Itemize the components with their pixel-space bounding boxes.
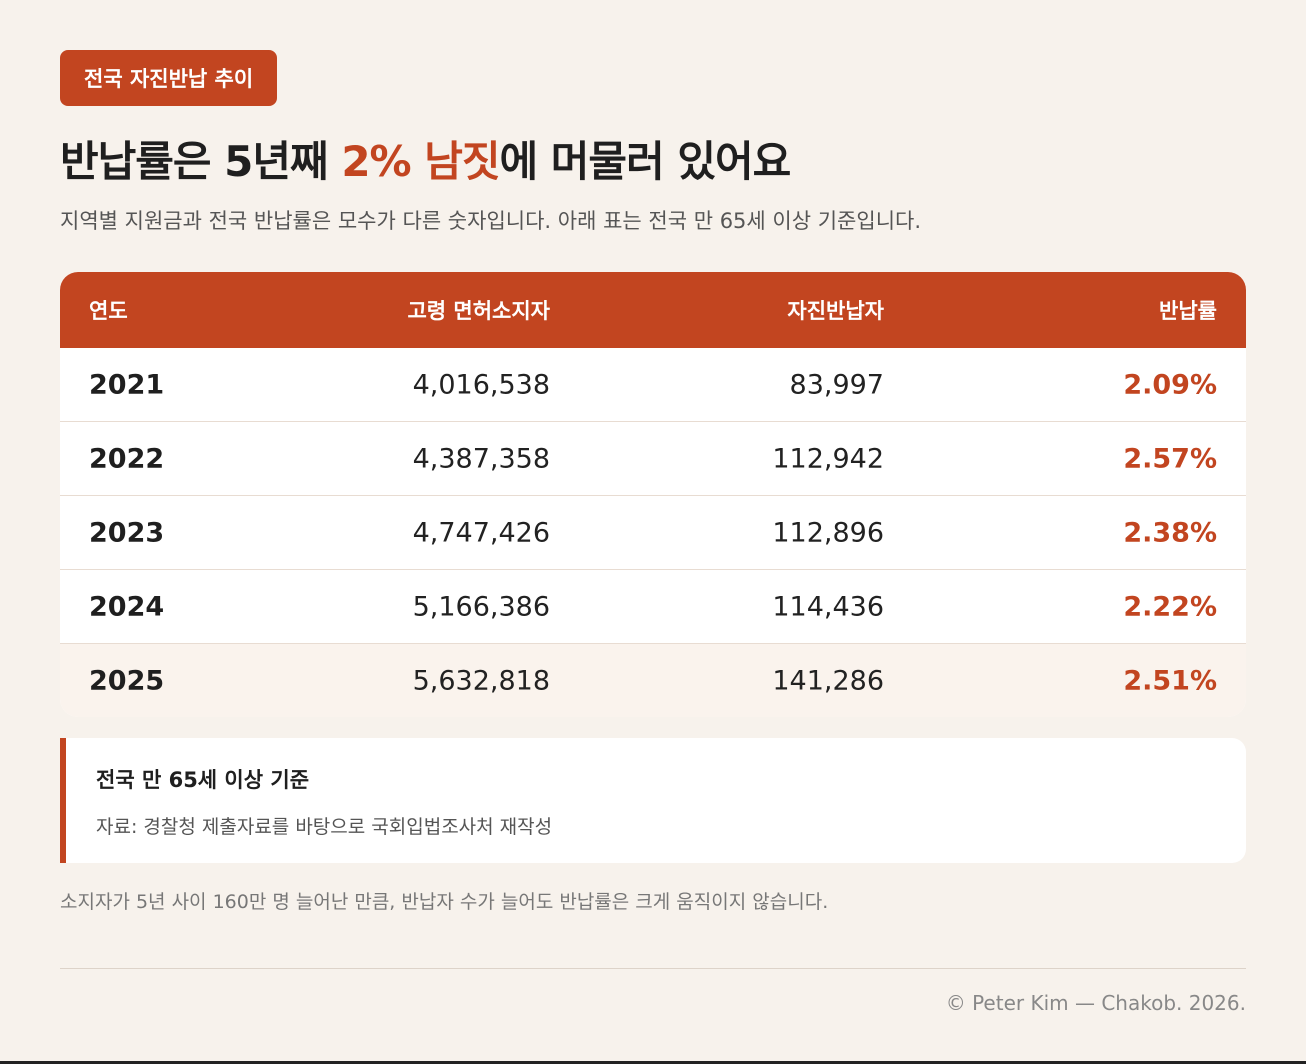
table-row: 2023 4,747,426 112,896 2.38%	[60, 495, 1246, 569]
cell-returners: 83,997	[789, 369, 884, 400]
cell-year: 2023	[89, 517, 165, 548]
divider	[60, 968, 1246, 969]
title-prefix: 반납률은 5년째	[60, 137, 342, 186]
cell-returners: 141,286	[772, 665, 884, 696]
cell-license-holders: 4,016,538	[412, 369, 550, 400]
footnote: 소지자가 5년 사이 160만 명 늘어난 만큼, 반납자 수가 늘어도 반납률…	[60, 891, 829, 913]
cell-returners: 112,896	[772, 517, 884, 548]
cell-year: 2022	[89, 443, 165, 474]
header-returners: 자진반납자	[787, 299, 884, 323]
source-note: 전국 만 65세 이상 기준 자료: 경찰청 제출자료를 바탕으로 국회입법조사…	[60, 738, 1246, 863]
header-license-holders: 고령 면허소지자	[407, 299, 550, 323]
category-badge: 전국 자진반납 추이	[60, 50, 278, 106]
cell-return-rate: 2.09%	[1123, 369, 1217, 400]
table-header: 연도 고령 면허소지자 자진반납자 반납률	[60, 272, 1246, 348]
cell-returners: 114,436	[772, 591, 884, 622]
cell-return-rate: 2.22%	[1123, 591, 1217, 622]
cell-year: 2025	[89, 665, 165, 696]
title-suffix: 에 머물러 있어요	[499, 137, 792, 186]
cell-year: 2024	[89, 591, 165, 622]
note-source: 자료: 경찰청 제출자료를 바탕으로 국회입법조사처 재작성	[96, 816, 553, 838]
cell-return-rate: 2.38%	[1123, 517, 1217, 548]
data-table: 연도 고령 면허소지자 자진반납자 반납률 2021 4,016,538 83,…	[60, 272, 1246, 717]
table-row: 2022 4,387,358 112,942 2.57%	[60, 421, 1246, 495]
title-highlight: 2% 남짓	[341, 137, 500, 186]
cell-year: 2021	[89, 369, 165, 400]
cell-returners: 112,942	[772, 443, 884, 474]
table-row: 2021 4,016,538 83,997 2.09%	[60, 348, 1246, 421]
cell-return-rate: 2.51%	[1123, 665, 1217, 696]
cell-license-holders: 5,632,818	[412, 665, 550, 696]
header-return-rate: 반납률	[1159, 299, 1217, 323]
table-row: 2025 5,632,818 141,286 2.51%	[60, 643, 1246, 717]
cell-return-rate: 2.57%	[1123, 443, 1217, 474]
cell-license-holders: 4,747,426	[412, 517, 550, 548]
page-subtitle: 지역별 지원금과 전국 반납률은 모수가 다른 숫자입니다. 아래 표는 전국 …	[60, 209, 922, 233]
cell-license-holders: 4,387,358	[412, 443, 550, 474]
header-year: 연도	[89, 299, 128, 323]
note-title: 전국 만 65세 이상 기준	[96, 768, 310, 792]
bottom-border	[0, 1061, 1306, 1064]
page-title: 반납률은 5년째 2% 남짓에 머물러 있어요	[60, 128, 792, 189]
cell-license-holders: 5,166,386	[412, 591, 550, 622]
table-row: 2024 5,166,386 114,436 2.22%	[60, 569, 1246, 643]
copyright: © Peter Kim — Chakob. 2026.	[945, 991, 1246, 1015]
